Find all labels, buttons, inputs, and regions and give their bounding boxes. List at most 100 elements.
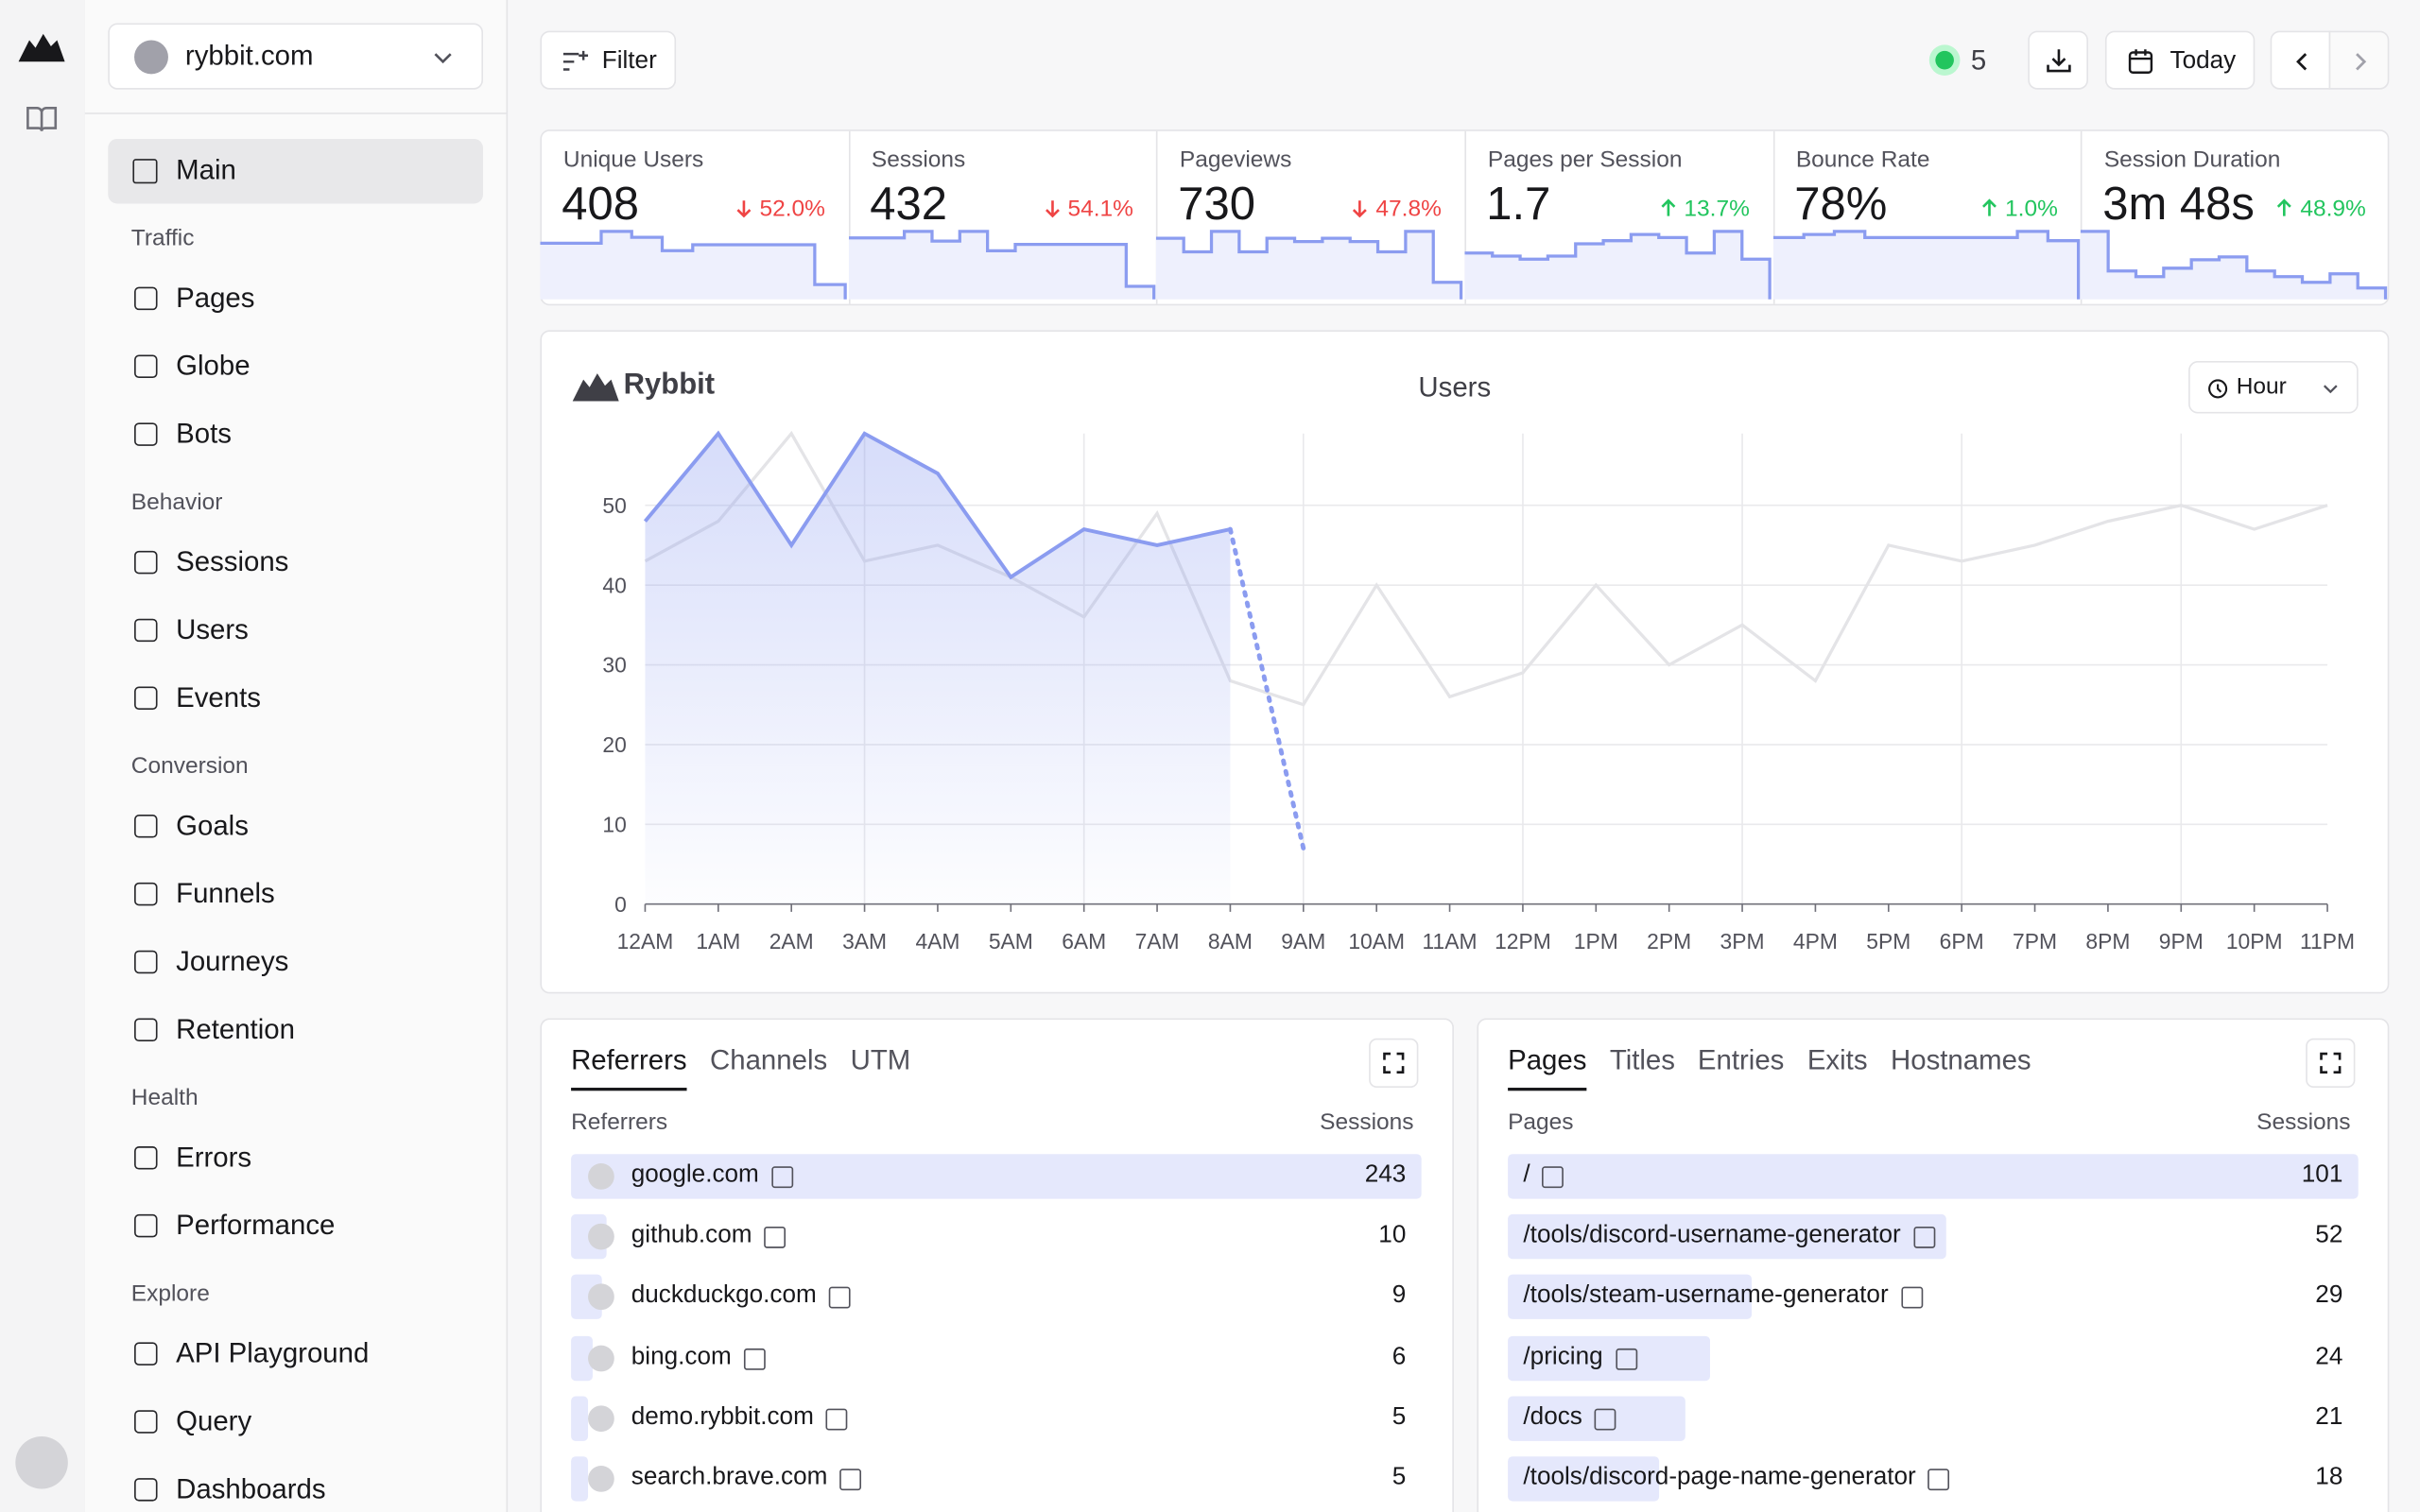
row-bar — [571, 1335, 593, 1381]
change-arrow — [736, 200, 752, 218]
x-tick-label: 3PM — [1720, 929, 1765, 954]
arrow — [1661, 198, 1676, 216]
external-link-icon — [839, 1469, 862, 1491]
external-link-icon — [828, 1287, 851, 1310]
arrow — [2277, 198, 2292, 216]
current-partial-line — [1227, 526, 1306, 851]
sparkline — [1772, 230, 2080, 300]
nav-item[interactable]: Funnels — [176, 877, 275, 909]
row-name[interactable]: /tools/steam-username-generator — [1523, 1282, 1889, 1310]
nav-icon — [134, 1213, 158, 1238]
stat-label: Session Duration — [2103, 146, 2281, 173]
tab[interactable]: UTM — [850, 1044, 911, 1075]
nav-item[interactable]: Journeys — [176, 945, 289, 977]
row-name[interactable]: /tools/discord-page-name-generator — [1523, 1464, 1916, 1491]
tab[interactable]: Titles — [1609, 1044, 1675, 1075]
stat-change: 1.0% — [1979, 196, 2058, 222]
row-name[interactable]: /docs — [1523, 1403, 1582, 1431]
row-bar — [1508, 1154, 2359, 1199]
row-name[interactable]: /tools/discord-username-generator — [1523, 1222, 1901, 1249]
row-name[interactable]: search.brave.com — [631, 1464, 828, 1491]
icon-rail — [0, 0, 87, 1512]
external-link-icon — [1594, 1408, 1616, 1431]
x-tick-label: 9PM — [2159, 929, 2204, 954]
nav-item[interactable]: Performance — [176, 1209, 336, 1241]
stat-value: 1.7 — [1486, 179, 1551, 231]
row-name[interactable]: demo.rybbit.com — [631, 1403, 814, 1431]
favicon — [588, 1223, 614, 1250]
nav-item[interactable]: Retention — [176, 1013, 295, 1045]
sparkline-area — [1464, 231, 1771, 300]
row-value: 5 — [1392, 1464, 1407, 1491]
x-tick-label: 5AM — [989, 929, 1033, 954]
nav-item[interactable]: Dashboards — [176, 1473, 326, 1504]
expand-button[interactable] — [2306, 1038, 2356, 1089]
nav-item[interactable]: Users — [176, 613, 249, 645]
tab[interactable]: Exits — [1806, 1044, 1868, 1075]
x-tick-label: 7PM — [2013, 929, 2057, 954]
user-avatar[interactable] — [15, 1435, 68, 1489]
nav-item[interactable]: Events — [176, 681, 261, 713]
nav-item[interactable]: Globe — [176, 350, 251, 382]
nav-icon — [134, 354, 158, 378]
nav-item[interactable]: Errors — [176, 1142, 252, 1173]
calendar-icon — [2128, 49, 2153, 74]
row-bar — [1508, 1396, 1685, 1441]
nav-section-label: Health — [130, 1084, 199, 1111]
row-value: 10 — [1378, 1222, 1407, 1249]
tab[interactable]: Pages — [1508, 1044, 1587, 1075]
x-tick-label: 6AM — [1062, 929, 1106, 954]
nav-icon — [134, 1342, 158, 1366]
nav-icon — [134, 1478, 158, 1502]
current-line — [643, 430, 1231, 580]
prev-button[interactable] — [2270, 30, 2331, 90]
nav-item[interactable]: Bots — [176, 418, 232, 450]
row-name[interactable]: bing.com — [631, 1343, 732, 1370]
tab[interactable]: Referrers — [571, 1044, 687, 1075]
row-name[interactable]: google.com — [631, 1161, 759, 1189]
arrow — [1045, 200, 1060, 218]
tab[interactable]: Hostnames — [1890, 1044, 2031, 1075]
row-name[interactable]: / — [1523, 1161, 1530, 1189]
sparkline-area — [2081, 231, 2387, 300]
row-name[interactable]: duckduckgo.com — [631, 1282, 817, 1310]
nav-item[interactable]: API Playground — [176, 1337, 370, 1369]
row-bar — [1508, 1214, 1946, 1260]
nav-item[interactable]: Query — [176, 1405, 252, 1436]
nav-item[interactable]: Pages — [176, 282, 255, 314]
expand-icon — [2320, 1052, 2342, 1074]
favicon — [588, 1163, 614, 1190]
row-value: 6 — [1392, 1343, 1407, 1370]
x-tick-label: 11AM — [1423, 929, 1478, 954]
x-tick-label: 10AM — [1348, 929, 1405, 954]
external-link-icon — [764, 1227, 786, 1249]
row-bar — [1508, 1275, 1753, 1320]
docs-icon[interactable] — [25, 103, 59, 134]
row-value: 101 — [2301, 1161, 2343, 1189]
nav-item[interactable]: Main — [176, 154, 236, 185]
favicon — [588, 1405, 614, 1432]
row-name[interactable]: /pricing — [1523, 1343, 1603, 1370]
brand-name: Rybbit — [623, 369, 716, 402]
tab[interactable]: Entries — [1697, 1044, 1785, 1075]
stat-divider — [1772, 130, 1774, 304]
row-value: 24 — [2315, 1343, 2343, 1370]
next-button[interactable] — [2328, 30, 2390, 90]
row-value: 9 — [1392, 1282, 1407, 1310]
date-button[interactable]: Today — [2104, 30, 2256, 90]
y-tick-label: 0 — [614, 892, 627, 917]
nav-item[interactable]: Goals — [176, 810, 249, 841]
site-icon — [134, 40, 168, 75]
nav-item[interactable]: Sessions — [176, 545, 289, 577]
download-button[interactable] — [2028, 30, 2088, 90]
row-name[interactable]: github.com — [631, 1222, 752, 1249]
site-selector[interactable]: rybbit.com — [108, 23, 484, 90]
filter-button[interactable]: Filter — [540, 30, 677, 90]
nav-section-label: Traffic — [130, 225, 195, 252]
expand-button[interactable] — [1369, 1038, 1419, 1089]
granularity-select[interactable]: Hour — [2188, 361, 2359, 414]
column-header: Referrers — [571, 1108, 668, 1136]
tab[interactable]: Channels — [710, 1044, 828, 1075]
nav-icon — [134, 950, 158, 974]
filter-icon — [562, 50, 589, 71]
